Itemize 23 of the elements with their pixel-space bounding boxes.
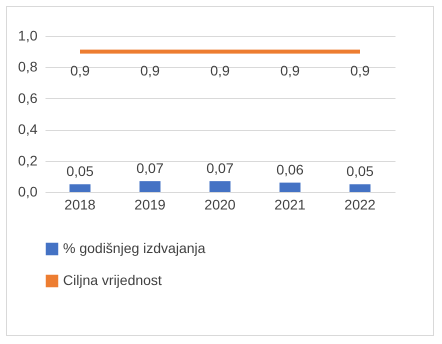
- data-label: 0,9: [70, 62, 90, 79]
- y-tick-label: 0,6: [18, 90, 38, 106]
- y-tick-label: 0,0: [18, 184, 38, 200]
- x-tick-label: 2018: [64, 196, 96, 212]
- data-label: 0,9: [280, 62, 300, 79]
- legend-label: Ciljna vrijednost: [63, 272, 162, 288]
- data-label: 0,05: [66, 163, 94, 180]
- data-label: 0,9: [140, 62, 160, 79]
- data-label: 0,06: [276, 162, 304, 178]
- y-tick-label: 0,4: [18, 121, 38, 138]
- y-tick-label: 0,2: [18, 152, 38, 168]
- x-tick-label: 2019: [134, 196, 166, 212]
- x-tick-label: 2021: [274, 196, 306, 212]
- legend-label: % godišnjeg izdvajanja: [63, 240, 206, 256]
- data-label: 0,9: [350, 62, 370, 79]
- data-label: 0,07: [206, 160, 234, 176]
- y-tick-label: 1,0: [18, 28, 38, 44]
- y-tick-label: 0,8: [18, 58, 38, 75]
- data-label: 0,05: [346, 163, 374, 180]
- x-tick-label: 2020: [204, 196, 236, 212]
- data-label: 0,07: [136, 160, 164, 176]
- x-tick-label: 2022: [344, 196, 376, 212]
- data-label: 0,9: [210, 62, 230, 79]
